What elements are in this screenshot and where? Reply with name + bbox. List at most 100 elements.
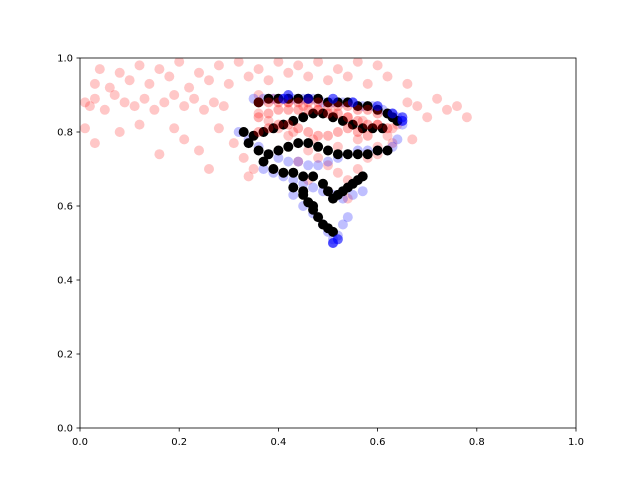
data-point [347, 97, 358, 108]
data-point [283, 141, 294, 152]
data-point [303, 93, 314, 104]
data-point [372, 145, 383, 156]
data-point [323, 160, 333, 171]
data-point [204, 164, 214, 174]
data-point [323, 145, 333, 156]
data-point [382, 123, 393, 134]
data-point [129, 101, 140, 112]
data-point [367, 123, 378, 134]
data-point [298, 101, 309, 112]
data-point [342, 71, 353, 82]
data-point [89, 93, 100, 104]
data-point [332, 108, 343, 119]
data-point [119, 97, 130, 108]
data-point [342, 112, 353, 123]
data-point [263, 97, 274, 108]
data-point [199, 104, 209, 115]
data-point [248, 164, 259, 174]
y-tick-label: 0.2 [57, 350, 73, 361]
data-point [189, 93, 200, 104]
data-point [159, 97, 170, 108]
data-point [342, 149, 353, 160]
data-point [248, 130, 259, 141]
data-point [303, 145, 314, 156]
data-point [273, 152, 284, 163]
data-point [357, 123, 368, 134]
data-point [323, 130, 333, 141]
x-tick-label: 0.4 [270, 437, 286, 448]
data-point [298, 186, 309, 197]
data-point [313, 130, 324, 141]
data-point [372, 119, 383, 130]
data-point [402, 97, 413, 108]
data-point [89, 78, 100, 89]
data-point [253, 112, 264, 123]
data-point [253, 97, 264, 108]
data-point [179, 134, 190, 145]
data-point [114, 127, 125, 137]
data-point [253, 90, 264, 100]
data-point [293, 60, 304, 71]
data-point [323, 156, 333, 167]
data-point [342, 193, 353, 204]
data-point [273, 119, 284, 130]
data-point [283, 119, 294, 130]
data-point [99, 104, 110, 115]
data-point [144, 78, 155, 89]
data-point [139, 93, 150, 104]
x-tick-label: 0.0 [72, 437, 88, 448]
data-point [328, 93, 338, 104]
data-point [263, 75, 274, 86]
data-point [332, 141, 343, 152]
data-point [253, 127, 264, 137]
data-point [313, 152, 324, 163]
data-point [288, 115, 299, 126]
data-point [362, 130, 373, 141]
data-point [89, 138, 100, 149]
data-point [352, 134, 363, 145]
data-point [328, 226, 338, 237]
data-point [332, 127, 343, 137]
x-tick-label: 1.0 [568, 437, 584, 448]
data-point [164, 71, 175, 82]
data-point [313, 58, 324, 67]
data-point [263, 93, 274, 104]
data-point [372, 108, 383, 119]
data-point [253, 108, 264, 119]
data-point [362, 149, 373, 160]
y-tick-label: 0.6 [57, 202, 73, 213]
data-point [298, 178, 309, 189]
data-point [253, 64, 264, 75]
data-point [352, 149, 363, 160]
data-point [352, 115, 363, 126]
data-point [432, 93, 443, 104]
data-point [387, 123, 398, 134]
data-point [109, 90, 120, 100]
data-point [382, 145, 393, 156]
x-axis: 0.0 0.2 0.4 0.6 0.8 1.0 [72, 428, 584, 448]
data-point [154, 149, 165, 160]
data-point [357, 186, 368, 197]
y-tick-label: 0.0 [57, 424, 73, 435]
data-point [382, 71, 393, 82]
data-point [303, 71, 314, 82]
data-point [392, 134, 403, 145]
data-point [332, 167, 343, 178]
data-point [308, 171, 319, 182]
data-point [80, 123, 90, 134]
data-point [149, 104, 160, 115]
data-point [278, 119, 289, 130]
data-point [263, 115, 274, 126]
data-point [313, 93, 324, 104]
data-point [362, 78, 373, 89]
data-point [303, 104, 314, 115]
data-point [238, 127, 249, 137]
data-point [213, 60, 224, 71]
data-point [223, 78, 234, 89]
data-point [273, 145, 284, 156]
data-point [104, 82, 115, 93]
data-point [387, 108, 398, 119]
data-point [323, 186, 333, 197]
data-point [303, 160, 314, 171]
data-point [263, 123, 274, 134]
